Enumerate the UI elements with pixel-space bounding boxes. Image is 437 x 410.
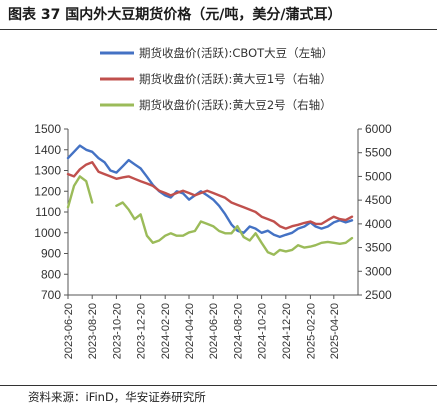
right-axis-tick-label: 5000 [365, 169, 392, 183]
x-axis-tick-label: 2024-10-20 [257, 303, 269, 359]
chart-legend: 期货收盘价(活跃):CBOT大豆（左轴） 期货收盘价(活跃):黄大豆1号（右轴） 期… [100, 46, 333, 112]
futures-price-chart: 期货收盘价(活跃):CBOT大豆（左轴） 期货收盘价(活跃):黄大豆1号（右轴） 期… [34, 46, 392, 359]
right-axis-tick-label: 4500 [365, 193, 392, 207]
right-axis-tick-label: 4000 [365, 217, 392, 231]
x-axis-tick-label: 2024-08-20 [232, 303, 244, 359]
left-axis-tick-label: 1200 [34, 184, 61, 198]
left-axis-tick-label: 700 [41, 288, 61, 302]
series-line-2 [66, 161, 354, 230]
left-axis-tick-label: 1000 [34, 226, 61, 240]
right-axis-tick-label: 6000 [365, 122, 392, 136]
x-axis-tick-label: 2025-02-20 [305, 303, 317, 359]
source-note: 资料来源：iFinD，华安证券研究所 [28, 390, 206, 404]
x-axis-tick-label: 2024-02-20 [160, 303, 172, 359]
title-divider [0, 29, 437, 30]
series-line-1 [66, 144, 354, 239]
left-axis-tick-label: 800 [41, 267, 61, 281]
series-line-3 [66, 175, 354, 256]
x-axis-tick-label: 2023-06-20 [63, 303, 75, 359]
figure-title: 图表 37 国内外大豆期货价格（元/吨，美分/蒲式耳） [8, 7, 342, 23]
left-axis-tick-label: 1300 [34, 164, 61, 178]
right-axis-tick-label: 5500 [365, 146, 392, 160]
left-axis-tick-label: 1400 [34, 143, 61, 157]
chart-lines [66, 144, 354, 256]
left-axis-tick-label: 1500 [34, 122, 61, 136]
x-axis-tick-label: 2023-12-20 [136, 303, 148, 359]
x-axis-tick-label: 2023-10-20 [111, 303, 123, 359]
footer-divider [0, 385, 437, 386]
right-axis-tick-label: 2500 [365, 288, 392, 302]
x-axis-tick-label: 2024-04-20 [184, 303, 196, 359]
x-axis-tick-label: 2024-06-20 [208, 303, 220, 359]
right-axis-tick-label: 3500 [365, 241, 392, 255]
x-axis-tick-label: 2024-12-20 [281, 303, 293, 359]
chart-axes: 700 800 900 1000 1100 1200 1300 1400 1500 2500 300… [34, 122, 392, 359]
left-axis-tick-label: 900 [41, 247, 61, 261]
legend-label-1: 期货收盘价(活跃):CBOT大豆（左轴） [139, 46, 333, 60]
legend-label-2: 期货收盘价(活跃):黄大豆1号（右轴） [139, 72, 332, 86]
right-axis-tick-label: 3000 [365, 264, 392, 278]
x-axis-tick-label: 2025-04-20 [329, 303, 341, 359]
left-axis-tick-label: 1100 [35, 205, 61, 219]
x-axis-tick-label: 2023-08-20 [87, 303, 99, 359]
legend-label-3: 期货收盘价(活跃):黄大豆2号（右轴） [139, 98, 332, 112]
